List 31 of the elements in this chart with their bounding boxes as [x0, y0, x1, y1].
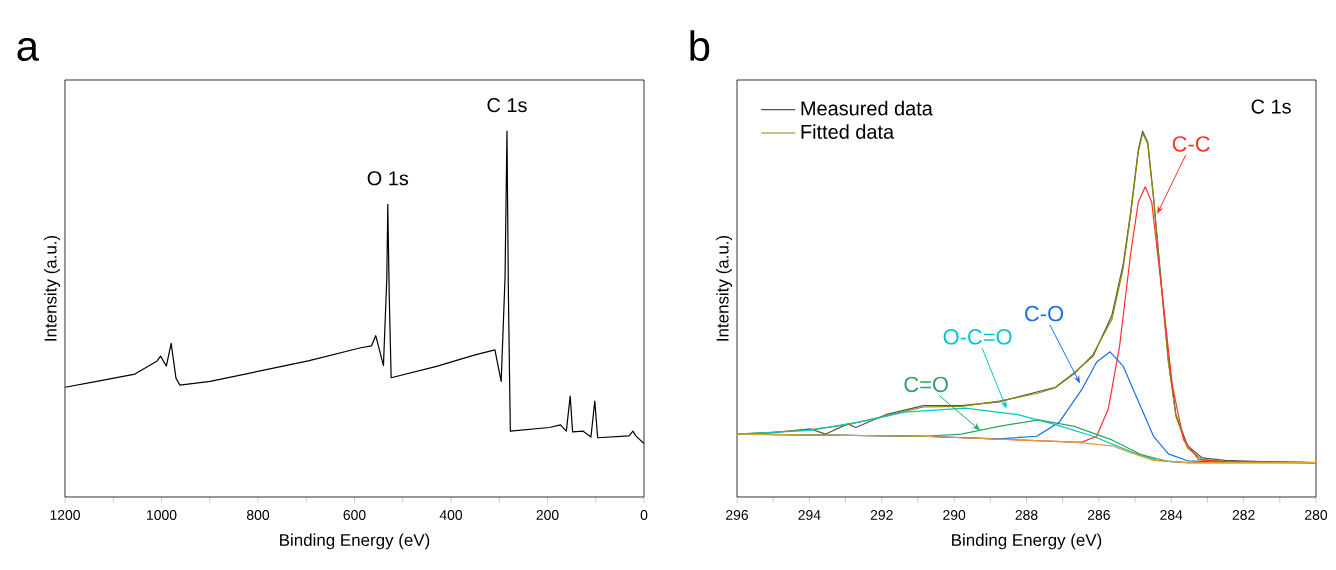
y-axis-title: Intensity (a.u.)	[716, 235, 732, 341]
x-tick-label: 292	[870, 510, 893, 520]
annotation: C 1s	[487, 98, 527, 113]
x-axis-title: Binding Energy (eV)	[280, 533, 430, 550]
x-tick-label: 296	[726, 510, 748, 520]
x-tick-label: 0	[640, 510, 648, 520]
x-axis-title: Binding Energy (eV)	[952, 533, 1102, 550]
x-tick-label: 282	[1232, 510, 1255, 520]
legend-label: Measured data	[801, 100, 933, 116]
annotation: C=O	[904, 376, 948, 393]
x-tick-label: 286	[1087, 510, 1110, 520]
annotation: C-O	[1025, 305, 1064, 322]
x-tick-label: 288	[1015, 510, 1038, 520]
x-tick-label: 600	[343, 510, 366, 520]
x-tick-label: 284	[1160, 510, 1183, 520]
x-tick-label: 280	[1305, 510, 1328, 520]
x-tick-label: 400	[439, 510, 463, 520]
chart-title: a	[17, 38, 39, 61]
x-tick-label: 290	[943, 510, 966, 520]
annotation: O-C=O	[943, 329, 1012, 345]
chart-title: b	[690, 30, 710, 61]
x-tick-label: 800	[246, 510, 270, 520]
annotation: C-C	[1172, 136, 1210, 152]
annotation: O 1s	[367, 171, 409, 186]
x-tick-label: 294	[798, 510, 821, 520]
y-axis-title: Intensity (a.u.)	[44, 235, 60, 341]
legend-label: Fitted data	[801, 124, 895, 139]
text: C 1s	[1251, 99, 1291, 114]
x-tick-label: 200	[536, 510, 559, 520]
x-tick-label: 1200	[50, 510, 80, 520]
x-tick-label: 1000	[147, 510, 177, 520]
